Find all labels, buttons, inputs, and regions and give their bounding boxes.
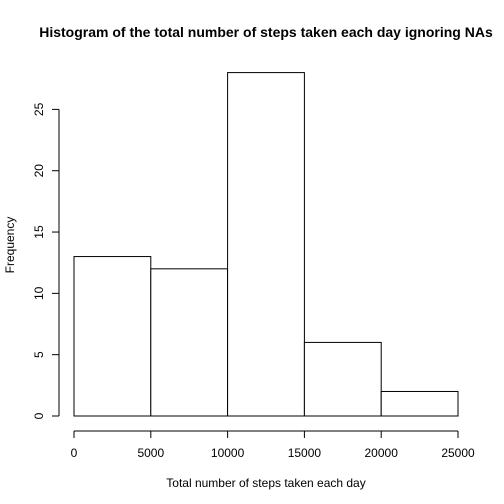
y-tick-label: 25	[32, 102, 46, 116]
y-tick-label: 0	[32, 412, 46, 419]
y-axis-label: Frequency	[3, 217, 17, 274]
y-tick-label: 10	[32, 286, 46, 300]
x-tick-label: 15000	[288, 446, 322, 460]
x-tick-label: 5000	[137, 446, 164, 460]
y-tick-label: 20	[32, 164, 46, 178]
x-tick-label: 20000	[365, 446, 399, 460]
x-tick-label: 10000	[211, 446, 245, 460]
y-tick-label: 15	[32, 225, 46, 239]
x-tick-label: 0	[71, 446, 78, 460]
x-axis-label: Total number of steps taken each day	[166, 476, 365, 490]
y-axis: 0 5 10 15 20 25	[32, 102, 60, 419]
y-tick-label: 5	[32, 351, 46, 358]
chart-title: Histogram of the total number of steps t…	[39, 24, 493, 40]
x-tick-label: 25000	[441, 446, 475, 460]
bars	[73, 72, 459, 417]
histogram-bar-0	[73, 256, 152, 417]
histogram-bar-4	[380, 390, 459, 417]
x-axis: 0 5000 10000 15000 20000 25000	[71, 430, 475, 460]
histogram-bar-1	[150, 268, 229, 417]
histogram-bar-3	[303, 341, 382, 417]
histogram-bar-2	[227, 72, 305, 417]
